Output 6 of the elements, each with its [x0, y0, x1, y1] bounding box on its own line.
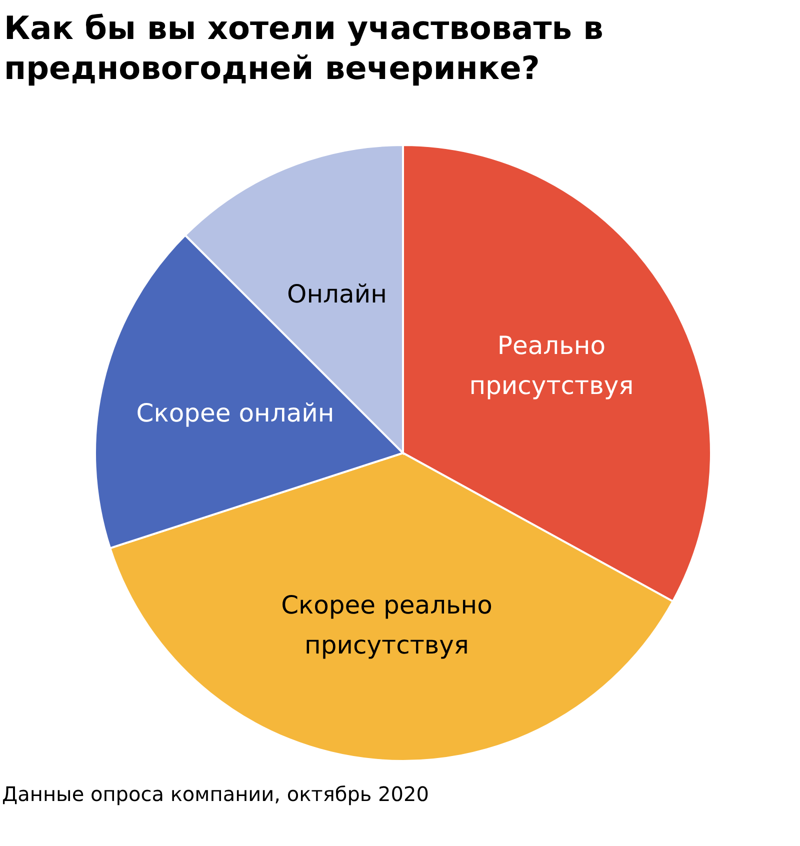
text: Данные опроса компании, октябрь 2020 [2, 781, 430, 808]
chart-title: Как бы вы хотели участвовать в предновогодней вечеринке? [4, 8, 604, 88]
slice-label: Скорее онлайн [136, 398, 334, 428]
slice-label: Онлайн [287, 279, 387, 308]
slice-label: Скорее реально присутствуя [281, 590, 492, 660]
slice-label: Реально присутствуя [469, 330, 634, 400]
